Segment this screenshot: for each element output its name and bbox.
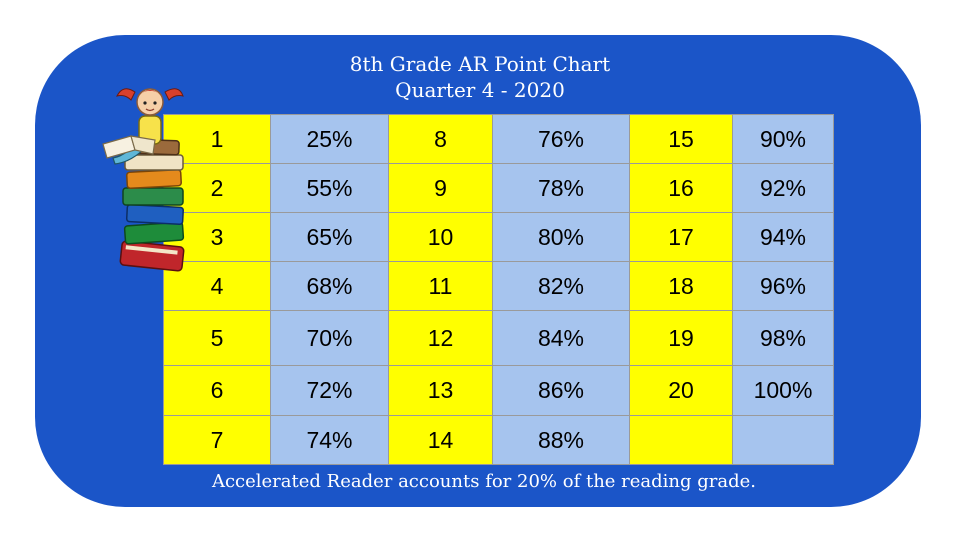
percent-cell: 88% bbox=[492, 415, 630, 465]
percent-cell: 70% bbox=[270, 310, 389, 366]
percent-cell: 76% bbox=[492, 114, 630, 164]
chart-subtitle: Quarter 4 - 2020 bbox=[395, 78, 565, 102]
table-row: 3 65% 10 80% 17 94% bbox=[163, 212, 834, 262]
points-cell: 14 bbox=[388, 415, 493, 465]
points-cell: 8 bbox=[388, 114, 493, 164]
percent-cell: 25% bbox=[270, 114, 389, 164]
points-cell: 10 bbox=[388, 212, 493, 262]
percent-cell: 72% bbox=[270, 365, 389, 416]
percent-cell: 74% bbox=[270, 415, 389, 465]
percent-cell: 82% bbox=[492, 261, 630, 311]
table-row: 4 68% 11 82% 18 96% bbox=[163, 261, 834, 311]
percent-cell: 84% bbox=[492, 310, 630, 366]
points-cell: 18 bbox=[629, 261, 733, 311]
table-row: 2 55% 9 78% 16 92% bbox=[163, 163, 834, 213]
percent-cell: 96% bbox=[732, 261, 834, 311]
table-row: 1 25% 8 76% 15 90% bbox=[163, 114, 834, 164]
table-row: 6 72% 13 86% 20 100% bbox=[163, 365, 834, 416]
reading-girl-illustration bbox=[102, 88, 185, 272]
percent-cell: 55% bbox=[270, 163, 389, 213]
points-cell: 11 bbox=[388, 261, 493, 311]
points-cell: 5 bbox=[163, 310, 271, 366]
points-cell: 6 bbox=[163, 365, 271, 416]
footer-note: Accelerated Reader accounts for 20% of t… bbox=[211, 471, 757, 492]
percent-cell: 86% bbox=[492, 365, 630, 416]
points-cell: 12 bbox=[388, 310, 493, 366]
points-cell: 13 bbox=[388, 365, 493, 416]
ar-point-table: 1 25% 8 76% 15 90% 2 55% 9 78% 16 92% 3 … bbox=[163, 114, 834, 465]
percent-cell: 98% bbox=[732, 310, 834, 366]
percent-cell: 80% bbox=[492, 212, 630, 262]
points-cell: 17 bbox=[629, 212, 733, 262]
table-row: 5 70% 12 84% 19 98% bbox=[163, 310, 834, 366]
percent-cell: 68% bbox=[270, 261, 389, 311]
points-cell: 16 bbox=[629, 163, 733, 213]
points-cell: 20 bbox=[629, 365, 733, 416]
table-row: 7 74% 14 88% bbox=[163, 415, 834, 465]
percent-cell: 100% bbox=[732, 365, 834, 416]
points-cell: 7 bbox=[163, 415, 271, 465]
points-cell bbox=[629, 415, 733, 465]
points-cell: 19 bbox=[629, 310, 733, 366]
points-cell: 9 bbox=[388, 163, 493, 213]
percent-cell: 65% bbox=[270, 212, 389, 262]
percent-cell: 90% bbox=[732, 114, 834, 164]
percent-cell: 78% bbox=[492, 163, 630, 213]
percent-cell: 94% bbox=[732, 212, 834, 262]
chart-title: 8th Grade AR Point Chart bbox=[349, 52, 611, 76]
percent-cell bbox=[732, 415, 834, 465]
percent-cell: 92% bbox=[732, 163, 834, 213]
points-cell: 15 bbox=[629, 114, 733, 164]
